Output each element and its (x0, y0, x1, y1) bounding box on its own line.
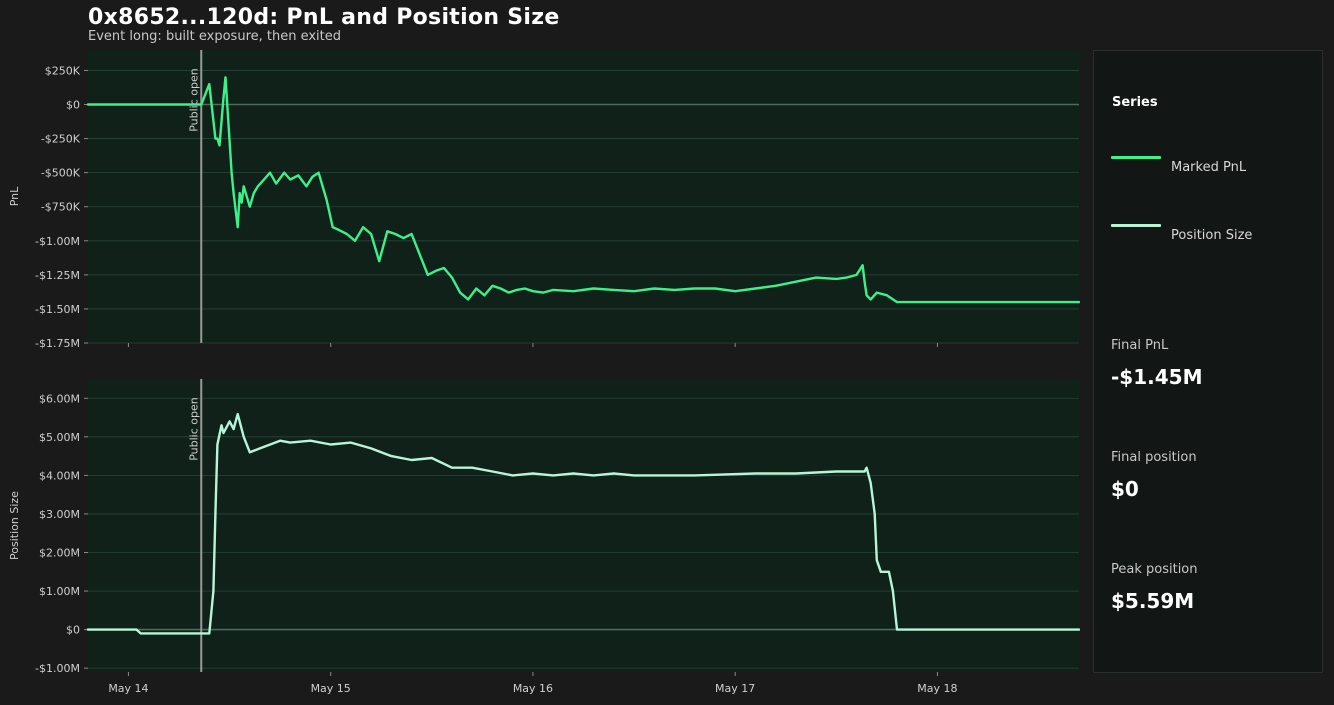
charts-canvas: $250K $0 -$250K -$500K -$750K -$1.00M -$1.25M -… (8, 50, 1080, 695)
pnl-y-tick-label: -$1.75M (35, 337, 80, 350)
pnl-plot-area (88, 50, 1079, 343)
position-y-tick-label: $1.00M (39, 585, 80, 598)
position-y-tick-label: $3.00M (39, 508, 80, 521)
legend-label-position-size: Position Size (1171, 228, 1253, 243)
pnl-y-tick-label: -$250K (41, 133, 81, 146)
legend-label-marked-pnl: Marked PnL (1171, 160, 1247, 175)
chart-subtitle: Event long: built exposure, then exited (88, 29, 342, 44)
pnl-y-tick-label: $250K (45, 64, 81, 77)
position-y-axis-label: Position Size (8, 491, 21, 560)
pnl-y-axis-label: PnL (8, 186, 21, 206)
pnl-event-label: Public open (187, 68, 200, 132)
legend-swatch-position-size (1111, 224, 1161, 227)
stat-value-final-position: $0 (1111, 477, 1139, 501)
legend-swatch-marked-pnl (1111, 156, 1161, 159)
pnl-y-tick-label: -$500K (41, 167, 81, 180)
x-tick-label-may-16: May 16 (513, 682, 553, 695)
pnl-y-tick-label: -$1.50M (35, 303, 80, 316)
pnl-y-tick-label: -$1.00M (35, 235, 80, 248)
series-line-marked-pnl (86, 76, 1080, 304)
chart-title: 0x8652...120d: PnL and Position Size (88, 5, 560, 30)
stat-value-peak-position: $5.59M (1111, 589, 1195, 613)
stat-value-final-pnl: -$1.45M (1111, 365, 1203, 389)
x-tick-label-may-17: May 17 (715, 682, 755, 695)
position-y-tick-label: $5.00M (39, 431, 80, 444)
position-y-tick-label: $6.00M (39, 392, 80, 405)
stat-label-peak-position: Peak position (1111, 562, 1198, 577)
pnl-y-tick-label: $0 (66, 99, 80, 112)
position-plot-area (88, 379, 1079, 672)
position-event-label: Public open (187, 397, 200, 461)
position-y-tick-label: $0 (66, 624, 80, 637)
pnl-y-tick-label: -$750K (41, 201, 81, 214)
legend-panel: Series Marked PnL Position Size Final Pn… (1093, 50, 1323, 673)
x-tick-label-may-14: May 14 (108, 682, 148, 695)
x-tick-label-may-15: May 15 (311, 682, 351, 695)
stat-label-final-position: Final position (1111, 450, 1197, 465)
pnl-y-tick-label: -$1.25M (35, 269, 80, 282)
series-line-position-size (86, 412, 1080, 635)
stat-label-final-pnl: Final PnL (1111, 338, 1169, 353)
x-tick-label-may-18: May 18 (917, 682, 957, 695)
position-y-tick-label: -$1.00M (35, 662, 80, 675)
position-y-tick-label: $4.00M (39, 469, 80, 482)
position-y-tick-label: $2.00M (39, 546, 80, 559)
legend-title: Series (1112, 95, 1158, 110)
